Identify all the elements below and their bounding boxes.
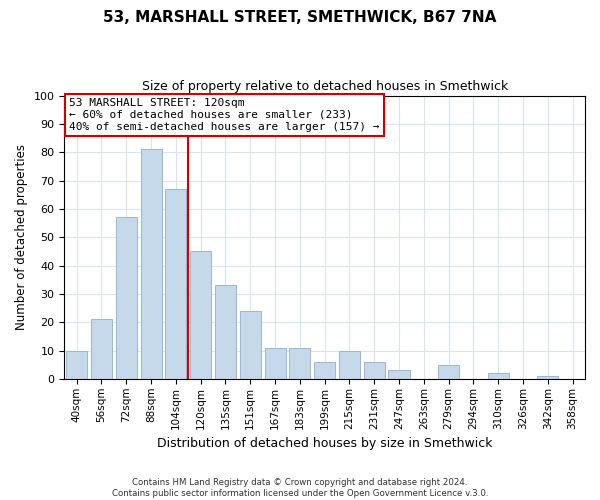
Bar [265, 348, 286, 379]
Bar [166, 189, 187, 379]
Bar [488, 373, 509, 379]
Bar [190, 252, 211, 379]
Bar [215, 286, 236, 379]
Bar [140, 150, 161, 379]
Bar [438, 364, 459, 379]
Title: Size of property relative to detached houses in Smethwick: Size of property relative to detached ho… [142, 80, 508, 93]
Bar [314, 362, 335, 379]
Y-axis label: Number of detached properties: Number of detached properties [15, 144, 28, 330]
Text: 53 MARSHALL STREET: 120sqm
← 60% of detached houses are smaller (233)
40% of sem: 53 MARSHALL STREET: 120sqm ← 60% of deta… [70, 98, 380, 132]
Text: 53, MARSHALL STREET, SMETHWICK, B67 7NA: 53, MARSHALL STREET, SMETHWICK, B67 7NA [103, 10, 497, 25]
X-axis label: Distribution of detached houses by size in Smethwick: Distribution of detached houses by size … [157, 437, 493, 450]
Text: Contains HM Land Registry data © Crown copyright and database right 2024.
Contai: Contains HM Land Registry data © Crown c… [112, 478, 488, 498]
Bar [116, 218, 137, 379]
Bar [66, 350, 87, 379]
Bar [240, 311, 261, 379]
Bar [388, 370, 410, 379]
Bar [289, 348, 310, 379]
Bar [91, 320, 112, 379]
Bar [339, 350, 360, 379]
Bar [364, 362, 385, 379]
Bar [537, 376, 559, 379]
